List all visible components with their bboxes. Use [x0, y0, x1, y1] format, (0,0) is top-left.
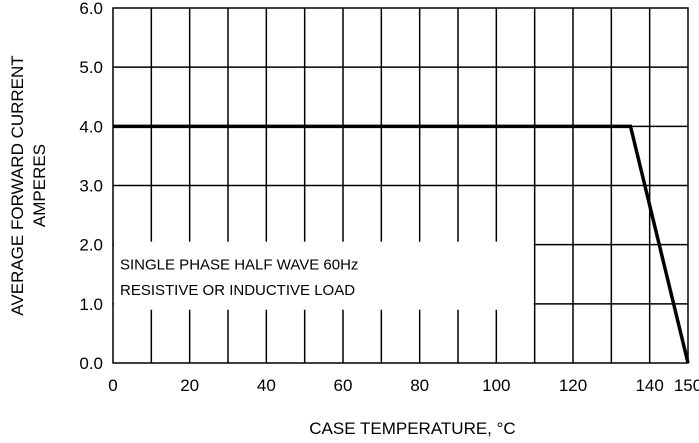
y-tick-label: 3.0 [79, 177, 103, 196]
x-tick-label: 40 [257, 376, 276, 395]
annotation-box [114, 241, 534, 310]
y-tick-labels: 0.0 1.0 2.0 3.0 4.0 5.0 6.0 [79, 0, 103, 373]
y-axis-label-line-2: AMPERES [30, 144, 49, 227]
annotation-line-2: RESISTIVE OR INDUCTIVE LOAD [120, 282, 355, 299]
x-tick-label: 60 [334, 376, 353, 395]
y-axis-label-line-1: AVERAGE FORWARD CURRENT [8, 55, 27, 315]
y-tick-label: 5.0 [79, 58, 103, 77]
y-tick-label: 6.0 [79, 0, 103, 18]
y-tick-label: 1.0 [79, 295, 103, 314]
x-tick-label: 120 [559, 376, 587, 395]
y-tick-label: 2.0 [79, 236, 103, 255]
y-tick-label: 4.0 [79, 117, 103, 136]
derating-curve [113, 124, 690, 364]
x-axis-label: CASE TEMPERATURE, °C [309, 419, 515, 438]
y-tick-label: 0.0 [79, 354, 103, 373]
x-tick-label: 20 [180, 376, 199, 395]
x-tick-label: 0 [108, 376, 117, 395]
annotation-line-1: SINGLE PHASE HALF WAVE 60Hz [120, 257, 358, 274]
x-tick-label: 100 [482, 376, 510, 395]
plot-frame [112, 7, 689, 364]
x-tick-label: 140 [635, 376, 663, 395]
x-tick-label: 150 [674, 376, 699, 395]
x-tick-labels: 0 20 40 60 80 100 120 140 150 [108, 376, 699, 395]
x-tick-label: 80 [410, 376, 429, 395]
